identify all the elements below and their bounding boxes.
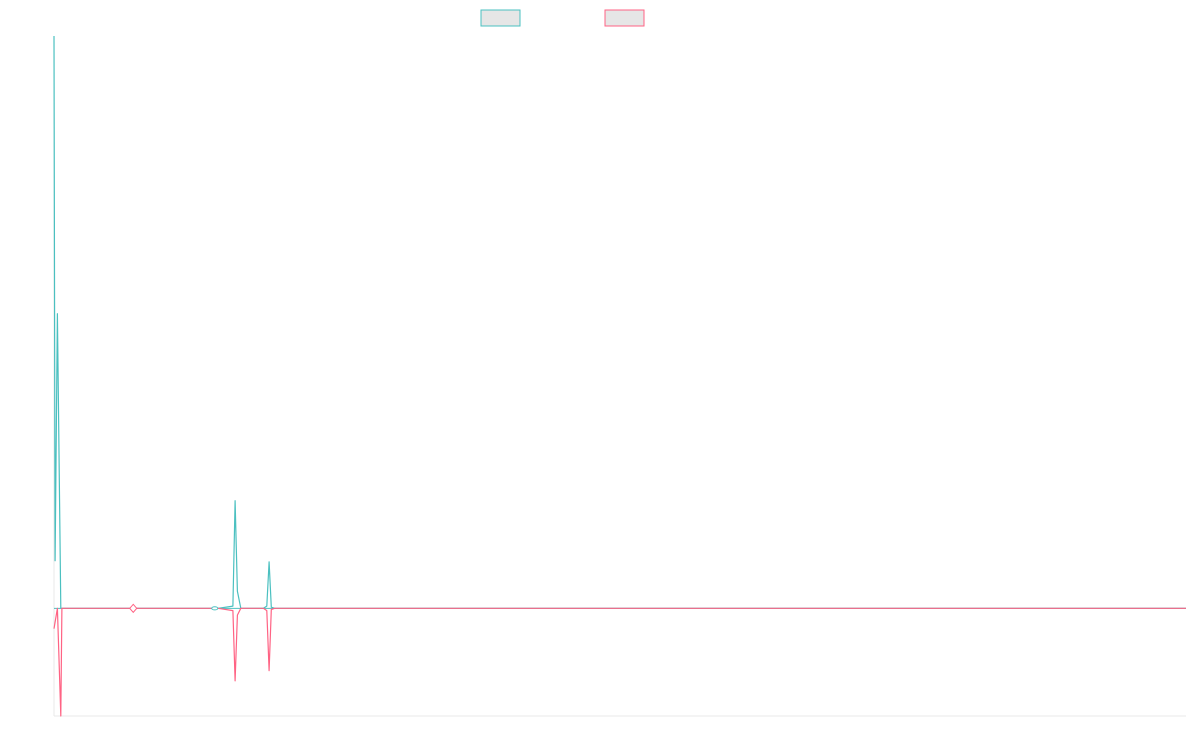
legend xyxy=(480,9,645,27)
plot-area xyxy=(53,35,1186,717)
legend-swatch-series-2[interactable] xyxy=(604,9,645,27)
data-point-marker-2[interactable] xyxy=(211,606,219,611)
series-1-line[interactable] xyxy=(53,35,1186,609)
legend-swatch-series-1[interactable] xyxy=(480,9,521,27)
data-point-marker-1[interactable] xyxy=(129,603,138,614)
axes xyxy=(53,36,1186,717)
series-2-line[interactable] xyxy=(53,607,1186,717)
